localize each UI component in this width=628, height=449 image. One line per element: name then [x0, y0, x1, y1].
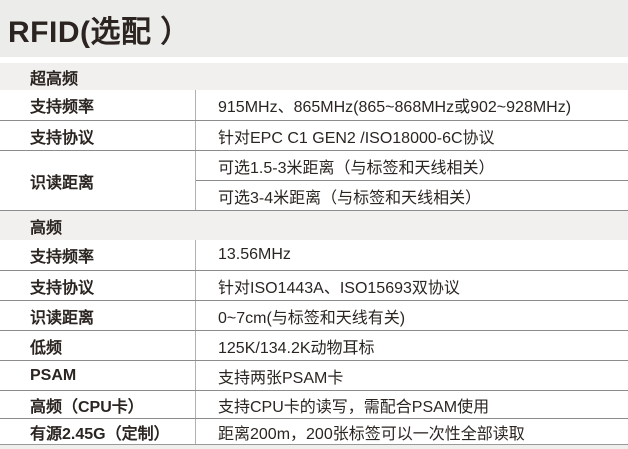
section-header-uhf: 超高频 [0, 63, 628, 90]
spec-label: 高频（CPU卡） [0, 391, 196, 418]
spec-value: 0~7cm(与标签和天线有关) [218, 309, 406, 327]
spec-row-uhf-protocol: 支持协议 针对EPC C1 GEN2 /ISO18000-6C协议 [0, 120, 628, 150]
spec-row-uhf-frequency: 支持频率 915MHz、865MHz(865~868MHz或902~928MHz… [0, 90, 628, 120]
read-distance-options: 可选1.5-3米距离（与标签和天线相关） 可选3-4米距离（与标签和天线相关） [196, 151, 628, 210]
rfid-spec-table: 超高频 支持频率 915MHz、865MHz(865~868MHz或902~92… [0, 63, 628, 445]
spec-row-hf-protocol: 支持协议 针对ISO1443A、ISO15693双协议 [0, 270, 628, 300]
spec-label: PSAM [0, 361, 196, 390]
spec-value: 可选1.5-3米距离（与标签和天线相关） [218, 159, 495, 177]
spec-row-active-245g: 有源2.45G（定制） 距离200m，200张标签可以一次性全部读取 [0, 418, 628, 445]
spec-value: 针对ISO1443A、ISO15693双协议 [218, 279, 460, 297]
spec-value: 915MHz、865MHz(865~868MHz或902~928MHz) [218, 99, 572, 116]
spec-label: 支持协议 [0, 121, 196, 150]
spec-label: 有源2.45G（定制） [0, 419, 196, 444]
spec-value: 支持CPU卡的读写，需配合PSAM使用 [218, 398, 490, 416]
bottom-strip [0, 445, 628, 449]
spec-label: 支持频率 [0, 90, 196, 120]
spec-value: 距离200m，200张标签可以一次性全部读取 [218, 425, 525, 443]
spec-row-hf-read-distance: 识读距离 0~7cm(与标签和天线有关) [0, 300, 628, 330]
title-band: RFID(选配 ） [0, 0, 628, 57]
spec-label: 识读距离 [0, 151, 196, 210]
spec-label: 支持频率 [0, 240, 196, 270]
section-header-hf-label: 高频 [30, 219, 63, 237]
spec-row-low-frequency: 低频 125K/134.2K动物耳标 [0, 330, 628, 360]
page-title: RFID(选配 ） [8, 15, 191, 49]
spec-row-psam: PSAM 支持两张PSAM卡 [0, 360, 628, 390]
spec-row-uhf-read-distance: 识读距离 可选1.5-3米距离（与标签和天线相关） 可选3-4米距离（与标签和天… [0, 150, 628, 210]
spec-label: 识读距离 [0, 301, 196, 330]
section-header-uhf-label: 超高频 [30, 70, 79, 88]
spec-value: 125K/134.2K动物耳标 [218, 339, 375, 357]
spec-value: 13.56MHz [218, 246, 291, 263]
section-header-hf: 高频 [0, 210, 628, 240]
spec-label: 低频 [0, 331, 196, 360]
spec-value: 可选3-4米距离（与标签和天线相关） [196, 180, 628, 210]
spec-row-cpu-card: 高频（CPU卡） 支持CPU卡的读写，需配合PSAM使用 [0, 390, 628, 418]
spec-value: 支持两张PSAM卡 [218, 369, 344, 387]
spec-value: 针对EPC C1 GEN2 /ISO18000-6C协议 [218, 129, 495, 147]
spec-row-hf-frequency: 支持频率 13.56MHz [0, 240, 628, 270]
spec-label: 支持协议 [0, 271, 196, 300]
